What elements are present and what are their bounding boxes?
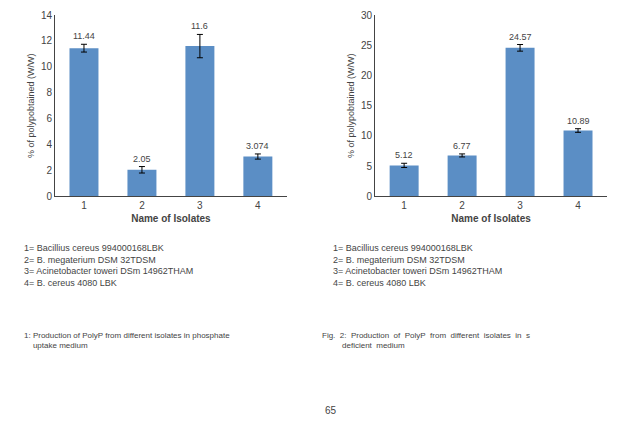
svg-text:2.05: 2.05: [133, 154, 151, 164]
svg-text:1: 1: [81, 200, 87, 211]
svg-text:Name of Isolates: Name of Isolates: [451, 213, 531, 224]
svg-text:2: 2: [139, 200, 145, 211]
svg-text:0: 0: [46, 191, 52, 202]
svg-text:3: 3: [197, 200, 203, 211]
svg-text:0: 0: [367, 191, 373, 202]
svg-text:11.44: 11.44: [73, 31, 95, 41]
svg-text:3.074: 3.074: [246, 141, 269, 151]
svg-text:5: 5: [367, 161, 373, 172]
svg-text:12: 12: [41, 35, 53, 46]
svg-text:10: 10: [361, 130, 373, 141]
svg-text:25: 25: [361, 40, 373, 51]
svg-text:6: 6: [46, 113, 52, 124]
svg-text:11.6: 11.6: [191, 21, 208, 31]
svg-text:1= Bacillius cereus 994000168L: 1= Bacillius cereus 994000168LBK2= B. me…: [333, 243, 502, 288]
svg-text:20: 20: [361, 70, 373, 81]
svg-text:10.89: 10.89: [567, 116, 590, 126]
svg-text:14: 14: [41, 10, 53, 21]
svg-text:4: 4: [46, 139, 52, 150]
svg-text:2: 2: [46, 165, 52, 176]
svg-text:1: Production of PolyP from di: 1: Production of PolyP from different is…: [24, 331, 230, 350]
svg-text:% of polypobtained (W/W): % of polypobtained (W/W): [346, 53, 356, 158]
svg-text:4: 4: [575, 200, 581, 211]
svg-text:1: 1: [401, 200, 407, 211]
svg-text:15: 15: [361, 100, 373, 111]
svg-text:8: 8: [46, 87, 52, 98]
svg-text:4: 4: [255, 200, 261, 211]
svg-text:Name of Isolates: Name of Isolates: [131, 213, 211, 224]
svg-text:24.57: 24.57: [509, 32, 532, 42]
svg-text:10: 10: [41, 61, 53, 72]
svg-text:2: 2: [459, 200, 465, 211]
svg-text:6.77: 6.77: [453, 141, 471, 151]
svg-text:5.12: 5.12: [395, 150, 413, 160]
svg-text:% of polypobtained (W/W): % of polypobtained (W/W): [26, 53, 36, 158]
svg-text:1= Bacillius cereus 994000168L: 1= Bacillius cereus 994000168LBK2= B. me…: [24, 243, 193, 288]
svg-text:30: 30: [361, 10, 373, 21]
svg-text:65: 65: [325, 405, 337, 416]
svg-text:3: 3: [517, 200, 523, 211]
svg-text:Fig. 2: Production of Poly: Fig. 2: Production of PolyP from differe…: [322, 331, 530, 350]
